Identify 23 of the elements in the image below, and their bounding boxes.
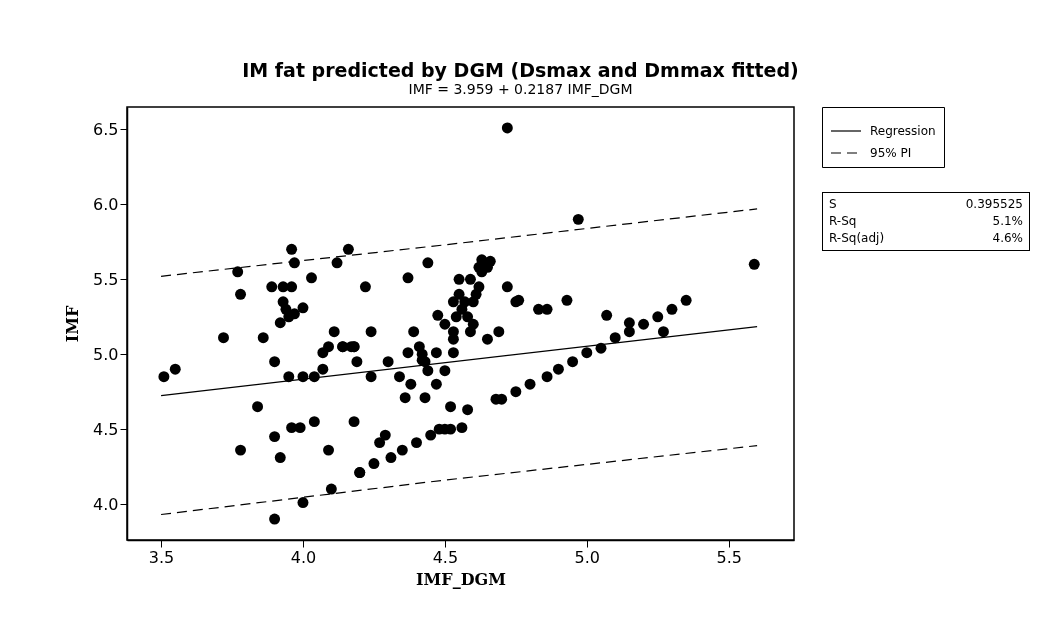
chart-subtitle: IMF = 3.959 + 0.2187 IMF_DGM <box>408 80 633 97</box>
y-tick-label: 4.5 <box>93 419 119 439</box>
y-tick-label: 5.5 <box>93 269 119 289</box>
text: 4.6% <box>991 230 1023 247</box>
x-tick-label: 4.5 <box>432 547 459 567</box>
x-tick-label: 5.5 <box>716 547 742 567</box>
y-axis-title: IMF <box>63 305 83 343</box>
text: R-Sq <box>829 213 858 230</box>
y-tick-label: 5.0 <box>93 344 119 364</box>
y-tick-label: 6.5 <box>93 119 119 139</box>
text: 0.395525 <box>965 196 1023 213</box>
chart-title: IM fat predicted by DGM (Dsmax and Dmmax fitted) <box>242 58 799 81</box>
x-axis-title: IMF_DGM <box>416 569 506 589</box>
legend-label: Regression <box>870 124 936 138</box>
text: 5.1% <box>991 213 1023 230</box>
x-tick-label: 5.0 <box>574 547 601 567</box>
text: R-Sq(adj) <box>829 230 886 247</box>
legend-label: 95% PI <box>870 146 912 160</box>
x-tick-label: 4.0 <box>290 547 317 567</box>
text: S <box>829 196 838 213</box>
x-tick-label: 3.5 <box>148 547 175 567</box>
y-tick-label: 4.0 <box>93 494 119 514</box>
y-tick-label: 6.0 <box>93 194 119 214</box>
